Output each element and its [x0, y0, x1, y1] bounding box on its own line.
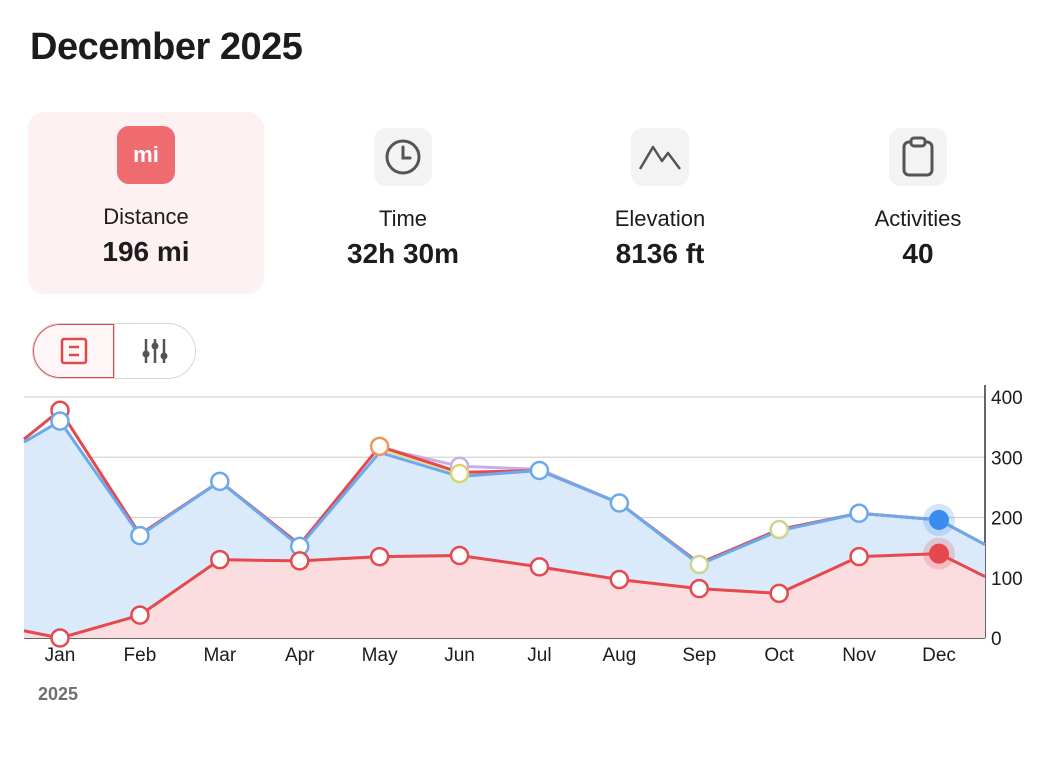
page-title: December 2025: [30, 26, 303, 68]
y-tick-label: 300: [991, 448, 1023, 469]
data-point-total[interactable]: [369, 436, 390, 457]
x-tick-label: Oct: [764, 645, 794, 666]
x-tick-label: Sep: [682, 645, 716, 666]
filter-view-button[interactable]: [114, 324, 195, 378]
stat-card-elevation[interactable]: Elevation 8136 ft: [542, 112, 778, 294]
mi-badge-icon: mi: [117, 126, 175, 184]
data-point-current[interactable]: [609, 569, 630, 590]
current-area: [24, 553, 985, 638]
data-point-total[interactable]: [609, 493, 630, 513]
data-point-total[interactable]: [50, 411, 70, 431]
x-tick-label: Feb: [124, 645, 157, 666]
x-tick-label: May: [362, 645, 398, 666]
y-tick-label: 200: [991, 509, 1023, 530]
total-area: [24, 421, 985, 638]
data-point-current[interactable]: [130, 605, 150, 625]
data-point-total[interactable]: [210, 471, 230, 492]
data-point-current[interactable]: [689, 578, 710, 599]
x-tick-label: Aug: [602, 645, 636, 666]
clipboard-icon: [889, 128, 947, 186]
data-point-current[interactable]: [289, 551, 310, 571]
clock-icon: [374, 128, 432, 186]
data-point-total[interactable]: [769, 519, 789, 540]
stat-value-distance: 196 mi: [102, 236, 190, 267]
view-toggle: [32, 323, 196, 379]
summary-icon: [60, 337, 87, 365]
x-tick-label: Mar: [203, 645, 236, 666]
x-tick-label: Jan: [45, 645, 76, 666]
stat-label-elevation: Elevation: [614, 206, 706, 231]
highlight-point-total[interactable]: [929, 509, 949, 530]
data-point-yellow[interactable]: [449, 463, 470, 484]
stat-label-distance: Distance: [103, 204, 189, 229]
sliders-icon: [142, 339, 168, 363]
data-point-current[interactable]: [449, 545, 470, 566]
y-tick-label: 100: [991, 569, 1023, 590]
stat-value-time: 32h 30m: [346, 238, 460, 269]
x-tick-label: Jul: [527, 645, 551, 666]
stat-value-activities: 40: [902, 238, 934, 269]
data-point-total[interactable]: [130, 525, 150, 546]
distance-chart: Jan Feb Mar Apr May Jun Jul Aug Sep Oct Nov Dec 0 10…: [23, 385, 1023, 666]
y-tick-label: 0: [991, 629, 1002, 650]
data-point-total[interactable]: [689, 554, 710, 575]
stat-value-elevation: 8136 ft: [615, 238, 705, 269]
series-line-current: [23, 552, 986, 640]
summary-view-button[interactable]: [33, 324, 114, 378]
data-point-current[interactable]: [50, 628, 70, 648]
data-point-current[interactable]: [769, 583, 789, 604]
data-point-current[interactable]: [529, 557, 550, 577]
data-point-current[interactable]: [210, 549, 230, 570]
x-tick-label: Apr: [285, 645, 315, 666]
data-point-current[interactable]: [849, 546, 869, 567]
x-tick-label: Nov: [842, 645, 876, 666]
stat-card-activities[interactable]: Activities 40: [800, 112, 1036, 294]
x-tick-label: Jun: [444, 645, 475, 666]
x-tick-label: Dec: [922, 645, 956, 666]
stat-label-activities: Activities: [874, 206, 962, 231]
data-point-total[interactable]: [849, 503, 869, 524]
series-line-total: [23, 419, 986, 567]
data-point-current[interactable]: [369, 546, 390, 567]
data-point-total[interactable]: [529, 460, 550, 481]
x-axis-label: 2025: [38, 684, 79, 704]
stat-card-distance[interactable]: mi Distance 196 mi: [28, 112, 264, 294]
y-tick-label: 400: [991, 388, 1023, 409]
stat-card-time[interactable]: Time 32h 30m: [285, 112, 521, 294]
mountain-icon: [631, 128, 689, 186]
stat-label-time: Time: [378, 206, 428, 231]
highlight-point-current[interactable]: [929, 543, 949, 564]
